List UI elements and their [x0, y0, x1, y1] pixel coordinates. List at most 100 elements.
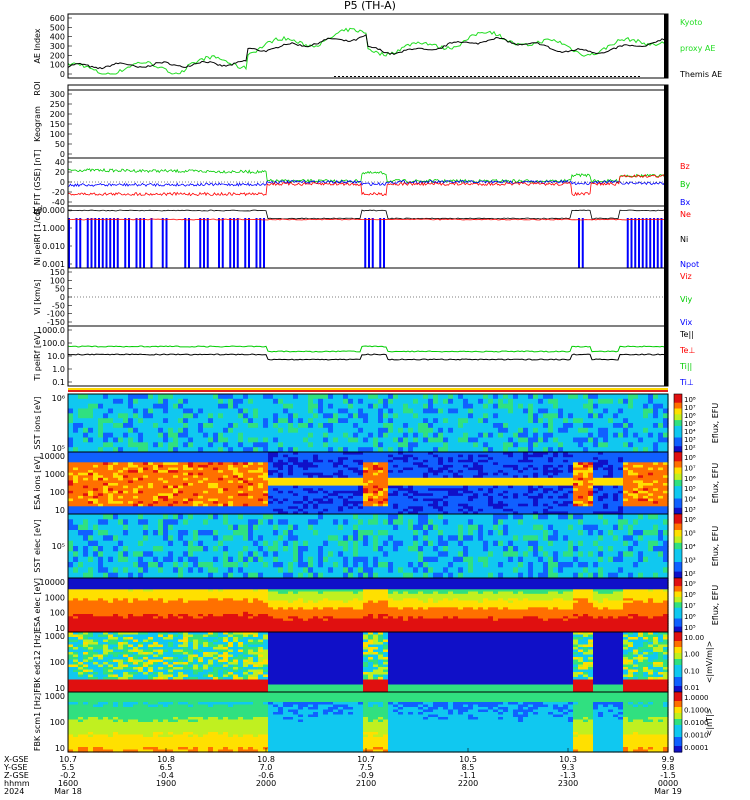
spectrogram-cell: [653, 488, 659, 492]
spectrogram-cell: [333, 495, 339, 500]
spectrogram-cell: [238, 483, 244, 487]
npot-bar: [143, 218, 145, 268]
roi-mark: [390, 76, 392, 77]
spectrogram-cell: [558, 454, 564, 458]
spectrogram-cell: [68, 464, 74, 469]
spectrogram-cell: [293, 490, 299, 494]
spectrogram-cell: [433, 477, 439, 481]
spectrogram-cell: [113, 459, 119, 463]
spectrogram-cell: [608, 464, 614, 469]
spectrogram-cell: [648, 495, 654, 500]
spectrogram-cell: [418, 488, 424, 492]
spectrogram-cell: [173, 413, 179, 419]
spectrogram-cell: [288, 459, 294, 463]
spectrogram-cell: [108, 540, 114, 547]
spectrogram-cell: [88, 490, 94, 494]
spectrogram-cell: [443, 488, 449, 492]
spectrogram-cell: [518, 459, 524, 463]
spectrogram-cell: [413, 394, 419, 400]
spectrogram-cell: [308, 480, 314, 484]
spectrogram-cell: [288, 454, 294, 458]
spectrogram-cell: [158, 503, 164, 507]
spectrogram-cell: [68, 459, 74, 463]
spectrogram-cell: [628, 464, 634, 469]
spectrogram-cell: [478, 485, 484, 489]
spectrogram-cell: [208, 519, 214, 526]
spectrogram-cell: [328, 495, 334, 500]
spectrogram-cell: [168, 572, 174, 579]
spectrogram-cell: [328, 427, 334, 434]
spectrogram-cell: [148, 567, 154, 574]
spectrogram-cell: [653, 475, 659, 479]
spectrogram-cell: [263, 485, 269, 489]
spectrogram-cell: [648, 485, 654, 489]
spectrogram-cell: [558, 423, 564, 429]
spectrogram-cell: [633, 503, 639, 507]
spectrogram-cell: [578, 459, 584, 463]
spectrogram-cell: [428, 501, 434, 505]
spectrogram-cell: [573, 503, 579, 507]
spectrogram-cell: [183, 556, 189, 563]
spectrogram-cell: [288, 475, 294, 479]
spectrogram-cell: [588, 477, 594, 481]
spectrogram-cell: [128, 472, 134, 476]
spectrogram-cell: [163, 572, 169, 579]
spectrogram-cell: [503, 485, 509, 489]
spectrogram-cell: [378, 495, 384, 500]
y-tick-label: -100: [47, 310, 65, 319]
spectrogram-cell: [593, 480, 599, 484]
spectrogram-cell: [603, 459, 609, 463]
spectrogram-cell: [178, 423, 184, 429]
spectrogram-cell: [213, 447, 219, 453]
spectrogram-cell: [498, 459, 504, 463]
spectrogram-cell: [123, 530, 129, 536]
spectrogram-cell: [303, 483, 309, 487]
spectrogram-cell: [373, 480, 379, 484]
spectrogram-cell: [153, 423, 159, 429]
spectrogram-cell: [143, 535, 149, 542]
spectrogram-cell: [323, 488, 329, 492]
spectrogram-cell: [88, 567, 94, 574]
spectrogram-cell: [388, 485, 394, 489]
spectrogram-cell: [578, 403, 584, 410]
spectrogram-cell: [603, 506, 609, 510]
spectrogram-cell: [393, 475, 399, 479]
spectrogram-cell: [518, 501, 524, 505]
spectrogram-cell: [603, 470, 609, 474]
spectrogram-cell: [138, 498, 144, 502]
spectrogram-cell: [178, 418, 184, 424]
spectrogram-cell: [528, 472, 534, 476]
spectrogram-cell: [413, 464, 419, 469]
spectrogram-cell: [583, 477, 589, 481]
spectrogram-cell: [533, 511, 539, 515]
spectrogram-cell: [233, 454, 239, 458]
spectrogram-cell: [208, 475, 214, 479]
spectrogram-cell: [503, 403, 509, 410]
spectrogram-cell: [548, 508, 554, 512]
spectrogram-cell: [443, 408, 449, 414]
spectrogram-cell: [373, 403, 379, 410]
spectrogram-cell: [163, 413, 169, 419]
spectrogram-cell: [643, 403, 649, 410]
spectrogram-cell: [658, 495, 664, 500]
spectrogram-cell: [363, 462, 369, 466]
spectrogram-cell: [538, 394, 544, 400]
spectrogram-cell: [603, 498, 609, 502]
spectrogram-cell: [363, 413, 369, 419]
spectrogram-cell: [108, 447, 114, 453]
spectrogram-cell: [203, 427, 209, 434]
spectrogram-cell: [663, 437, 669, 443]
spectrogram-cell: [448, 483, 454, 487]
spectrogram-cell: [373, 490, 379, 494]
spectrogram-cell: [493, 432, 499, 439]
spectrogram-cell: [633, 418, 639, 424]
spectrogram-cell: [408, 418, 414, 424]
npot-bar: [656, 218, 659, 268]
spectrogram-cell: [563, 490, 569, 494]
spectrogram-cell: [378, 423, 384, 429]
spectrogram-cell: [443, 452, 449, 456]
spectrogram-cell: [453, 506, 459, 510]
spectrogram-cell: [98, 503, 104, 507]
spectrogram-cell: [173, 530, 179, 536]
spectrogram-cell: [143, 567, 149, 574]
